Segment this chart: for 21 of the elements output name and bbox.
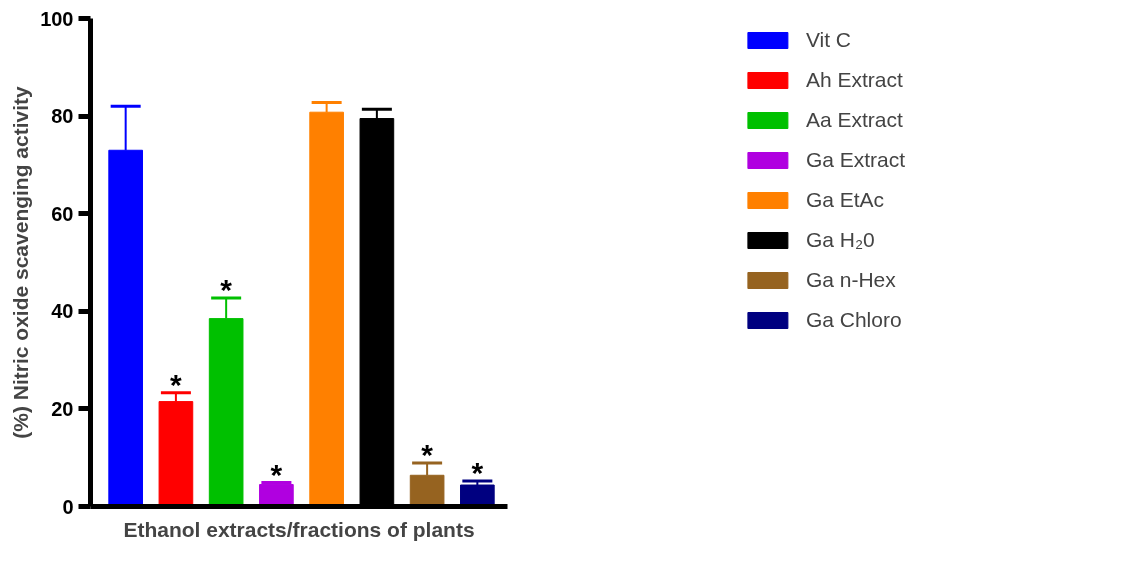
y-tick-label: 0: [62, 495, 74, 518]
legend-label: Ga Extract: [805, 148, 906, 172]
y-tick-label: 20: [51, 397, 74, 420]
data-label: *: [270, 457, 283, 491]
y-tick-label: 60: [51, 202, 74, 225]
data-label: *: [220, 273, 233, 307]
x-axis-title: Ethanol extracts/fractions of plants: [123, 517, 475, 541]
data-label: *: [421, 438, 434, 472]
data-label: *: [170, 367, 183, 401]
legend-label: Ah Extract: [805, 68, 903, 92]
y-tick-label: 40: [51, 300, 74, 323]
y-tick-label: 80: [51, 105, 74, 128]
legend-label: Ga H₂0: [805, 228, 875, 252]
legend-label: Ga Chloro: [805, 308, 902, 332]
legend-label: Ga EtAc: [805, 188, 885, 212]
y-tick-label: 100: [40, 7, 74, 30]
legend-label: Ga n-Hex: [805, 268, 896, 292]
data-label: *: [471, 456, 484, 490]
legend-label: Vit C: [805, 28, 852, 52]
y-axis-title: (%) Nitric oxide scavenging activity: [9, 85, 33, 439]
legend-label: Aa Extract: [805, 108, 903, 132]
